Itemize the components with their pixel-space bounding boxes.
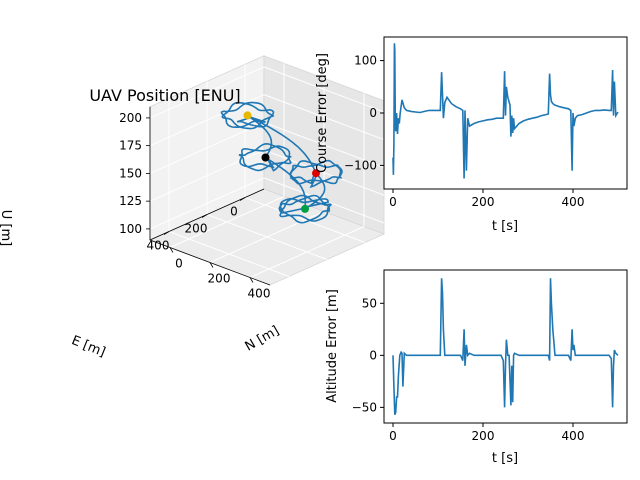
altitude-error-line: [392, 278, 619, 416]
waypoint-marker: [301, 204, 309, 213]
u-tick-label: 100: [119, 222, 142, 236]
n-tick-mark: [249, 277, 254, 283]
grid-right-u: [263, 177, 385, 224]
altitude-error-ylabel: Altitude Error [m]: [325, 289, 340, 403]
p1-ytick-label: 100: [354, 54, 377, 68]
n-tick-label: 0: [175, 257, 183, 271]
chart-3d: 0 200 400 400 200 0 100 125 150 175 200 UAV Positi…: [0, 55, 386, 360]
p1-ytick-label: 0: [369, 106, 377, 120]
grid-left-u: [149, 149, 265, 202]
course-error-xlabel: t [s]: [492, 219, 518, 234]
waypoint-marker: [261, 153, 270, 162]
grid-right-u: [263, 121, 385, 168]
p2-xtick-label: 200: [472, 429, 495, 443]
e-tick-mark: [239, 197, 246, 201]
trajectory-3d-line: [220, 101, 343, 224]
n-tick-label: 200: [208, 272, 231, 286]
altitude-error-frame: [383, 269, 628, 424]
z-axis-label-3d: U [m]: [0, 210, 13, 246]
u-tick-label: 125: [119, 194, 142, 208]
grid-right-u: [263, 66, 385, 113]
chart-altitude-error: 0 200 400 50 0 −50 t [s] Altitude Error [m]: [325, 269, 628, 466]
chart-3d-title: UAV Position [ENU]: [89, 86, 240, 105]
altitude-error-ticks: 0 200 400 50 0 −50: [352, 296, 585, 443]
grid-left-u: [149, 121, 265, 174]
waypoint-markers: [243, 111, 320, 213]
grid-floor-e: [206, 214, 328, 260]
p1-xtick-label: 0: [389, 195, 397, 209]
p2-ytick-label: −50: [352, 400, 377, 414]
altitude-error-xlabel: t [s]: [492, 451, 518, 466]
p1-xtick-label: 200: [472, 195, 495, 209]
u-tick-label: 150: [119, 166, 142, 180]
waypoint-marker: [243, 111, 252, 120]
u-tick-label: 200: [119, 111, 142, 125]
course-error-ylabel: Course Error [deg]: [315, 53, 330, 173]
n-tick-label: 400: [248, 287, 271, 301]
p2-ytick-label: 0: [369, 348, 377, 362]
p2-ytick-label: 50: [362, 296, 377, 310]
e-tick-label: 400: [147, 239, 170, 253]
waypoint-marker: [312, 169, 320, 178]
p1-ytick-label: −100: [344, 158, 377, 172]
grid-floor-e: [168, 231, 290, 277]
e-tick-mark: [163, 231, 170, 235]
grid-floor-e: [244, 197, 366, 243]
n-tick-mark: [169, 247, 174, 253]
ticks-3d: 0 200 400 400 200 0 100 125 150 175 200: [119, 111, 270, 301]
p2-xtick-label: 400: [562, 429, 585, 443]
e-tick-mark: [201, 214, 208, 218]
grid-left-u: [149, 177, 265, 230]
e-tick-label: 200: [185, 222, 208, 236]
n-tick-mark: [209, 262, 214, 268]
e-tick-label: 0: [230, 205, 238, 219]
chart-course-error: 0 200 400 100 0 −100 t [s] Course Error [deg]: [315, 36, 628, 234]
p1-xtick-label: 400: [562, 195, 585, 209]
course-error-ticks: 0 200 400 100 0 −100: [344, 54, 584, 209]
course-error-line: [392, 43, 619, 179]
grid-left-u: [149, 66, 265, 119]
u-tick-label: 175: [119, 139, 142, 153]
p2-xtick-label: 0: [389, 429, 397, 443]
grid-right-u: [263, 149, 385, 196]
course-error-frame: [383, 36, 628, 190]
grid-right-u: [263, 94, 385, 141]
